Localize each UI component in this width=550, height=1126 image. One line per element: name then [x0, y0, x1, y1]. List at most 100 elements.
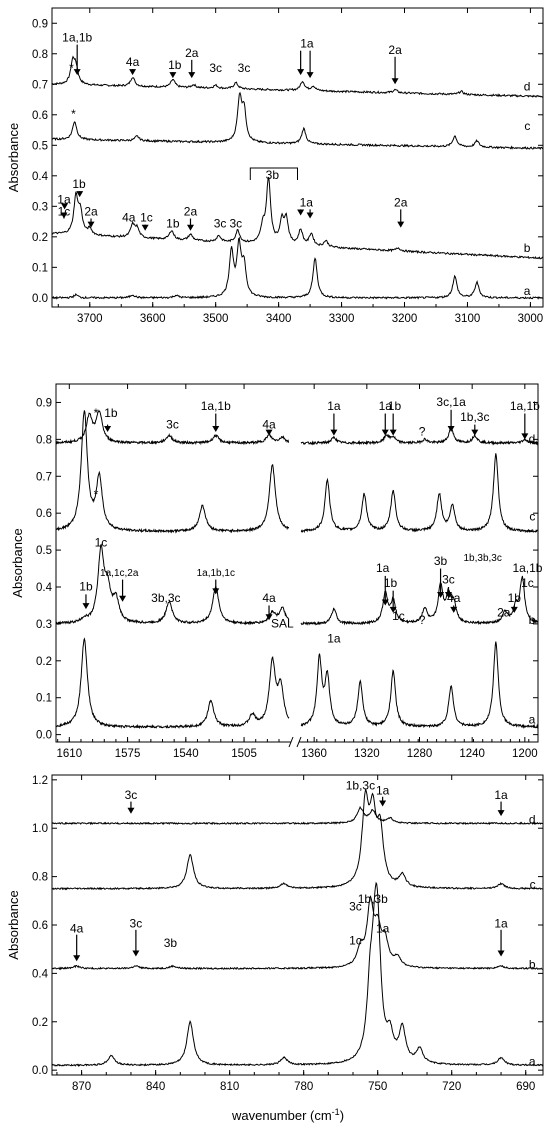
spectrum-trace-c: [55, 410, 290, 534]
peak-annotation: 1b: [104, 406, 118, 420]
y-tick-label: 0.2: [36, 656, 52, 668]
peak-annotation: ?: [419, 425, 426, 439]
series-label: c: [524, 119, 530, 133]
y-tick-label: 0.2: [32, 232, 48, 244]
y-axis-title: Absorbance: [6, 890, 21, 959]
peak-annotation: 1a,1b: [62, 31, 92, 45]
y-tick-label: 0.4: [32, 171, 49, 183]
y-tick-label: 0.4: [36, 582, 53, 594]
annotation-arrowhead: [381, 429, 389, 436]
spectrum-trace-c: [51, 787, 544, 891]
y-axis-title: Absorbance: [10, 528, 25, 597]
annotation-arrowhead: [510, 606, 518, 613]
series-label: a: [529, 1054, 536, 1068]
annotation-arrowhead: [186, 224, 194, 231]
annotation-arrowhead: [379, 800, 387, 807]
x-tick-label: 3500: [203, 313, 229, 325]
y-tick-label: 0.8: [32, 49, 48, 61]
peak-annotation: 3c: [229, 217, 242, 231]
x-tick-label: 1360: [301, 748, 327, 760]
y-tick-label: 0.1: [36, 693, 52, 705]
x-tick-label: 750: [368, 1081, 387, 1093]
peak-annotation: 3c: [238, 61, 251, 75]
peak-annotation: 1b,3b: [358, 892, 388, 906]
y-tick-label: 0.9: [36, 397, 52, 409]
annotation-arrowhead: [450, 606, 458, 613]
peak-annotation: 2a: [497, 606, 511, 620]
series-label: a: [524, 284, 531, 298]
x-tick-label: 1200: [512, 748, 538, 760]
y-tick-label: 0.0: [32, 1065, 48, 1077]
peak-annotation: 1a: [379, 399, 393, 413]
x-tick-label: 3200: [392, 313, 418, 325]
spectrum-trace-d: [55, 409, 290, 446]
annotation-arrowhead: [61, 203, 69, 210]
axis-break-mark: [288, 736, 294, 748]
spectrum-trace-d: [51, 55, 544, 98]
y-tick-label: 1.0: [32, 823, 48, 835]
spectrum-trace-b: [300, 575, 539, 626]
panel-top-chart: 0.0 0.1 0.2 0.3 0.4 0.5 0.6 0.7 0.8 0.9 Absorbance…: [6, 7, 544, 325]
annotation-arrowhead: [73, 955, 81, 962]
annotation-arrowhead: [73, 69, 81, 76]
annotation-arrowhead: [141, 224, 149, 231]
annotation-arrowhead: [60, 212, 68, 219]
spectrum-trace-a: [51, 881, 544, 1067]
y-tick-label: 0.8: [36, 434, 52, 446]
peak-annotation: 1a: [327, 399, 341, 413]
annotation-arrowhead: [437, 592, 445, 599]
peak-annotation: 1c: [392, 609, 405, 623]
peak-annotation: 2a: [185, 46, 199, 60]
x-tick-label: 870: [72, 1081, 91, 1093]
peak-annotation: *: [94, 406, 99, 420]
plot-frame: [51, 7, 544, 308]
x-tick-label: 1280: [407, 748, 433, 760]
spectrum-trace-c: [51, 91, 544, 150]
peak-annotation: 1b: [72, 177, 86, 191]
peak-annotation: 1b,3c: [460, 410, 489, 424]
peak-annotation: 3b: [266, 168, 280, 182]
x-tick-label: 1240: [459, 748, 485, 760]
peak-annotation: 1b,3b,3c: [464, 553, 502, 564]
peak-annotation: 3b: [434, 554, 448, 568]
peak-annotation: 1c: [140, 211, 153, 225]
peak-annotation: SAL: [271, 617, 294, 631]
peak-annotation: 4a: [262, 591, 276, 605]
peak-annotation: 1a,1b: [512, 561, 542, 575]
annotation-arrowhead: [306, 72, 314, 79]
y-axis-title: Absorbance: [6, 123, 21, 192]
peak-annotation: 4a: [122, 211, 136, 225]
x-tick-label: 1320: [354, 748, 380, 760]
x-axis-title: wavenumber (cm-1): [231, 1107, 344, 1123]
annotation-arrowhead: [444, 592, 452, 599]
peak-annotation: 3c: [442, 572, 455, 586]
peak-annotation: 1b: [166, 217, 180, 231]
peak-annotation: 4a: [126, 55, 140, 69]
x-tick-label: 1540: [173, 748, 199, 760]
peak-annotation: 1a,1b: [510, 399, 540, 413]
series-label: b: [524, 241, 531, 255]
peak-annotation: 1b: [168, 58, 182, 72]
peak-annotation: 3c: [130, 916, 143, 930]
spectrum-trace-a: [51, 236, 544, 300]
spectrum-trace-d: [300, 427, 539, 446]
spectrum-trace-b: [51, 895, 544, 971]
peak-annotation: 2a: [184, 204, 198, 218]
peak-annotation: 1a: [494, 916, 508, 930]
axis-break-gap: [291, 738, 299, 746]
peak-annotation: 3c: [349, 899, 362, 913]
peak-annotation: 1a: [376, 561, 390, 575]
peak-annotation: 1a: [494, 788, 508, 802]
panel-bottom-chart: 0.0 0.2 0.4 0.6 0.8 1.0 1.2 Absorbance 870 840 810…: [6, 774, 544, 1093]
y-tick-label: 0.3: [32, 201, 48, 213]
spectrum-trace-b: [51, 176, 544, 260]
annotation-arrowhead: [129, 69, 137, 76]
annotation-arrowhead: [471, 429, 479, 436]
annotation-arrowhead: [391, 78, 399, 85]
x-tick-label: 1505: [231, 748, 257, 760]
peak-annotation: *: [69, 61, 74, 75]
annotation-arrowhead: [82, 603, 90, 610]
annotation-arrowhead: [76, 191, 84, 198]
y-tick-label: 0.5: [32, 140, 48, 152]
peak-annotation: 1a: [376, 783, 390, 797]
